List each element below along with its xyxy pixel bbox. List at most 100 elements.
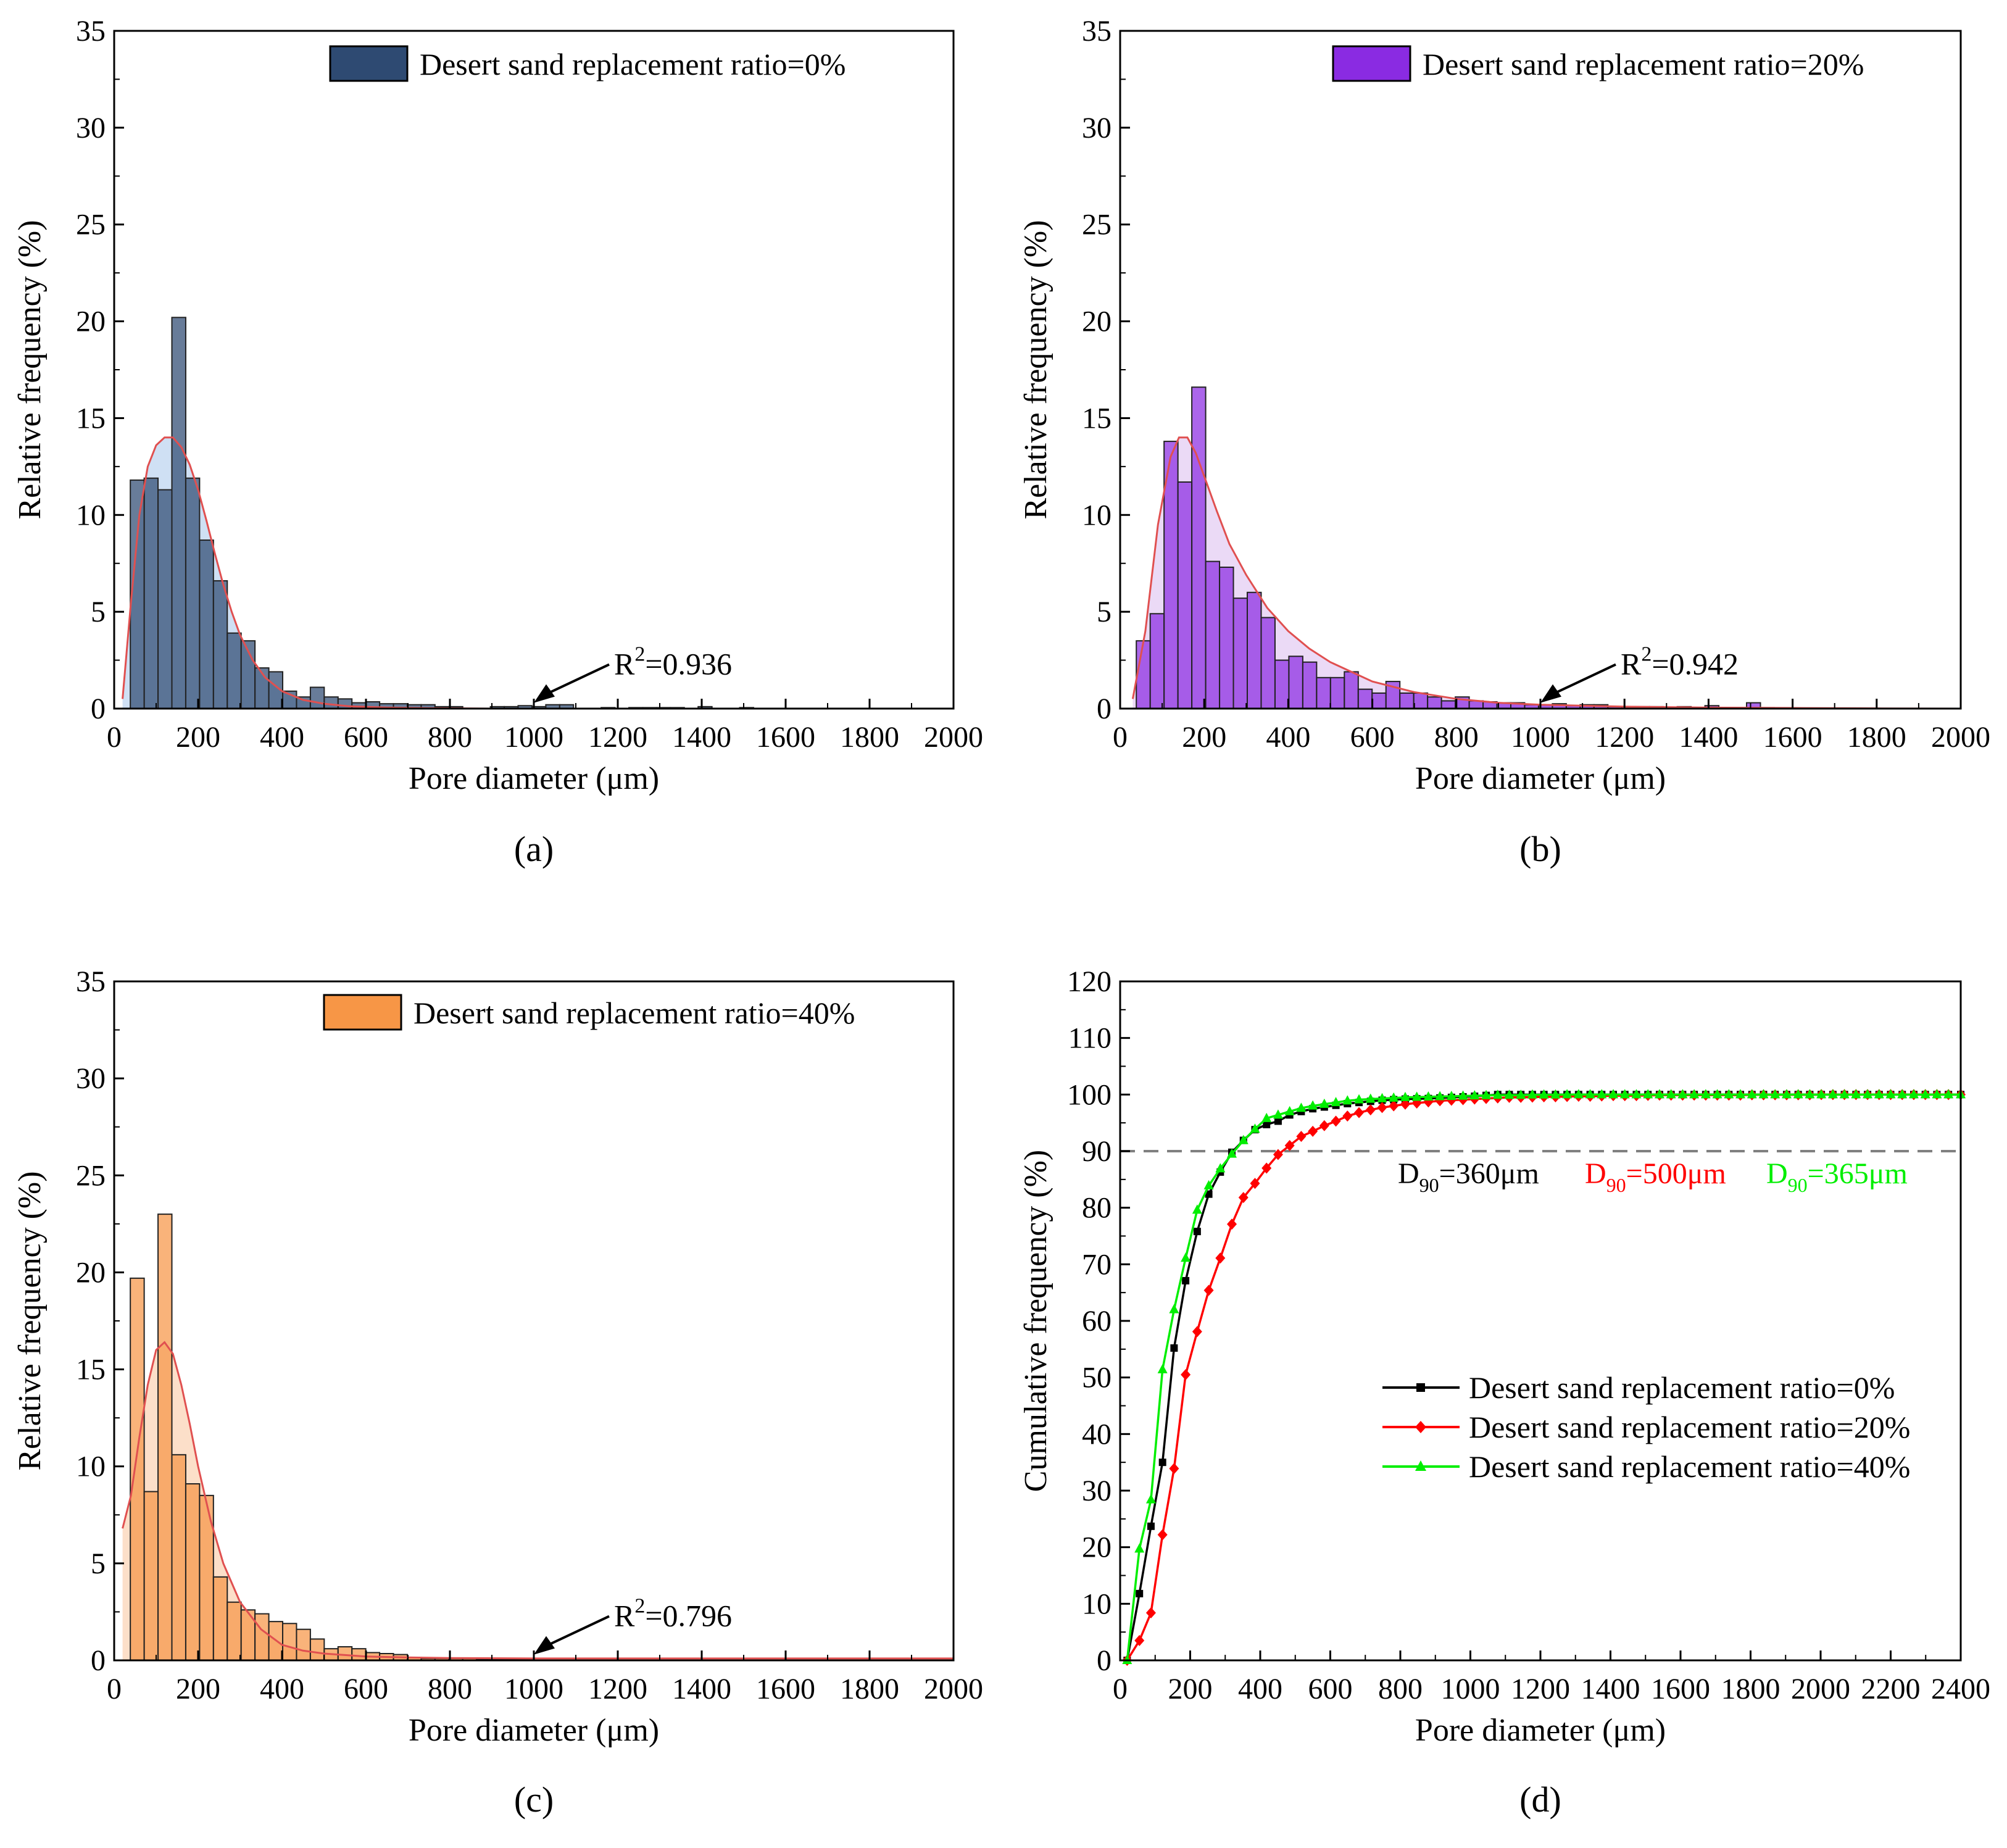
d90-value: =360μm — [1439, 1157, 1539, 1190]
x-tick-label: 800 — [1434, 721, 1479, 754]
histogram-bar — [1149, 613, 1165, 709]
d90-prefix: D — [1766, 1157, 1788, 1190]
y-tick-label: 35 — [76, 15, 106, 48]
data-point — [1423, 1091, 1434, 1101]
r-squared-value: =0.796 — [645, 1599, 732, 1633]
histogram-bar — [1329, 676, 1345, 709]
x-tick-label: 1200 — [1511, 1673, 1570, 1705]
legend-swatch — [1332, 45, 1411, 82]
data-point — [1712, 1089, 1722, 1099]
data-point — [1608, 1089, 1619, 1099]
data-point — [1562, 1089, 1573, 1099]
data-point — [1136, 1589, 1144, 1597]
y-tick-label: 30 — [76, 1062, 106, 1095]
y-tick-label: 35 — [76, 965, 106, 998]
legend-label: Desert sand replacement ratio=20% — [1469, 1410, 1910, 1444]
x-tick-label: 600 — [1350, 721, 1395, 754]
data-point — [1238, 1134, 1249, 1144]
data-point — [1365, 1104, 1376, 1116]
data-point — [1319, 1098, 1329, 1108]
data-point — [1735, 1089, 1746, 1099]
y-tick-label: 5 — [91, 596, 106, 628]
data-point — [1134, 1543, 1145, 1553]
x-tick-label: 0 — [107, 721, 122, 754]
data-point — [1550, 1089, 1561, 1099]
histogram-bar — [226, 1601, 242, 1660]
histogram-bar — [199, 539, 214, 709]
x-tick-label: 1800 — [1847, 721, 1906, 754]
histogram-bar — [1427, 696, 1442, 709]
histogram-bar — [226, 632, 242, 709]
data-point — [1758, 1089, 1769, 1099]
annotation-arrowhead — [534, 1636, 555, 1655]
y-tick-label: 10 — [1082, 1588, 1112, 1620]
x-tick-label: 1000 — [1441, 1673, 1500, 1705]
y-tick-label: 20 — [1082, 306, 1112, 338]
data-point — [1182, 1276, 1190, 1284]
data-point — [1677, 1089, 1688, 1099]
histogram-bar — [157, 1213, 173, 1660]
data-point — [1492, 1089, 1503, 1099]
legend-label: Desert sand replacement ratio=40% — [413, 996, 855, 1030]
data-point — [1400, 1098, 1410, 1110]
data-point — [1145, 1607, 1156, 1618]
y-tick-label: 100 — [1067, 1078, 1112, 1111]
histogram-bar — [171, 1454, 186, 1660]
data-point — [1446, 1091, 1456, 1101]
x-tick-label: 400 — [1238, 1673, 1282, 1705]
x-axis-title: Pore diameter (μm) — [1415, 761, 1666, 796]
y-tick-label: 10 — [76, 1451, 106, 1483]
data-point — [1308, 1100, 1318, 1110]
data-point — [1365, 1093, 1376, 1103]
data-point — [1354, 1107, 1365, 1118]
histogram-bar — [1288, 656, 1303, 709]
data-point — [1263, 1120, 1271, 1128]
histogram-bar — [185, 477, 201, 709]
data-point — [1238, 1192, 1249, 1204]
d90-prefix: D — [1398, 1157, 1419, 1190]
x-tick-label: 1000 — [504, 1673, 563, 1705]
data-point — [1377, 1102, 1387, 1113]
data-point — [1411, 1091, 1422, 1101]
data-point — [1169, 1463, 1179, 1475]
data-point — [1932, 1089, 1942, 1099]
panel-label: (b) — [1519, 829, 1561, 869]
y-tick-label: 20 — [76, 1256, 106, 1289]
y-tick-label: 30 — [76, 112, 106, 144]
annotation-arrowhead — [1540, 684, 1561, 703]
y-tick-label: 25 — [1082, 209, 1112, 241]
data-point — [1839, 1089, 1850, 1099]
legend-swatch — [329, 45, 409, 82]
histogram-bar — [185, 1483, 201, 1660]
chart-panel-c: 0 200 400 600 800 1000 1200 1400 1600 1800 2000 0 5 1… — [12, 965, 983, 1820]
x-tick-label: 1800 — [840, 721, 899, 754]
data-point — [1643, 1089, 1653, 1099]
data-point — [1504, 1089, 1515, 1099]
data-point — [1631, 1089, 1642, 1099]
chart-panel-a: 0 200 400 600 800 1000 1200 1400 1600 1800 2000 0 5 1… — [12, 15, 983, 869]
data-point — [1203, 1284, 1214, 1296]
y-tick-label: 0 — [91, 1644, 106, 1677]
histogram-bar — [1302, 661, 1318, 709]
histogram-bar — [323, 696, 339, 709]
plot-area — [122, 317, 954, 709]
data-point — [1284, 1139, 1295, 1151]
x-tick-label: 1200 — [588, 721, 647, 754]
r-squared-superscript: 2 — [634, 1595, 645, 1618]
plot-frame — [113, 980, 955, 1662]
y-tick-label: 10 — [76, 499, 106, 531]
plot-frame — [1119, 980, 1962, 1662]
legend-swatch — [323, 994, 402, 1031]
data-point — [1666, 1089, 1676, 1099]
annotation-arrow-shaft — [546, 1615, 610, 1647]
data-point — [1389, 1092, 1399, 1102]
d90-label: D90=360μm — [1398, 1157, 1539, 1196]
data-point — [1700, 1089, 1711, 1099]
plot-frame — [113, 30, 955, 710]
d90-value: =365μm — [1808, 1157, 1908, 1190]
histogram-bar — [268, 671, 284, 709]
y-tick-label: 15 — [76, 402, 106, 435]
data-point — [1203, 1180, 1214, 1189]
data-point — [1342, 1095, 1353, 1105]
data-point — [1863, 1089, 1873, 1099]
